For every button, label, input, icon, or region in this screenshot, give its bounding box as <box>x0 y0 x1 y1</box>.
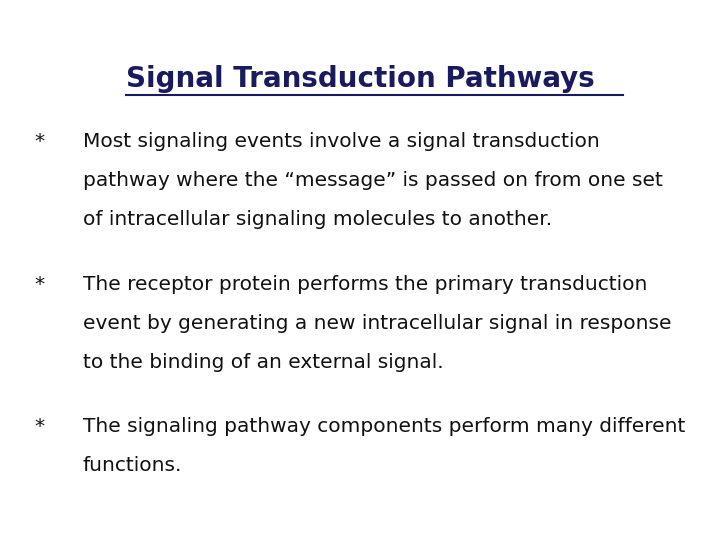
Text: The receptor protein performs the primary transduction: The receptor protein performs the primar… <box>83 275 647 294</box>
Text: *: * <box>35 275 45 294</box>
Text: of intracellular signaling molecules to another.: of intracellular signaling molecules to … <box>83 210 552 229</box>
Text: pathway where the “message” is passed on from one set: pathway where the “message” is passed on… <box>83 171 662 190</box>
Text: Signal Transduction Pathways: Signal Transduction Pathways <box>125 65 595 93</box>
Text: *: * <box>35 132 45 151</box>
Text: The signaling pathway components perform many different: The signaling pathway components perform… <box>83 417 685 436</box>
Text: *: * <box>35 417 45 436</box>
Text: Most signaling events involve a signal transduction: Most signaling events involve a signal t… <box>83 132 600 151</box>
Text: event by generating a new intracellular signal in response: event by generating a new intracellular … <box>83 314 671 333</box>
Text: to the binding of an external signal.: to the binding of an external signal. <box>83 353 444 372</box>
Text: functions.: functions. <box>83 456 182 475</box>
